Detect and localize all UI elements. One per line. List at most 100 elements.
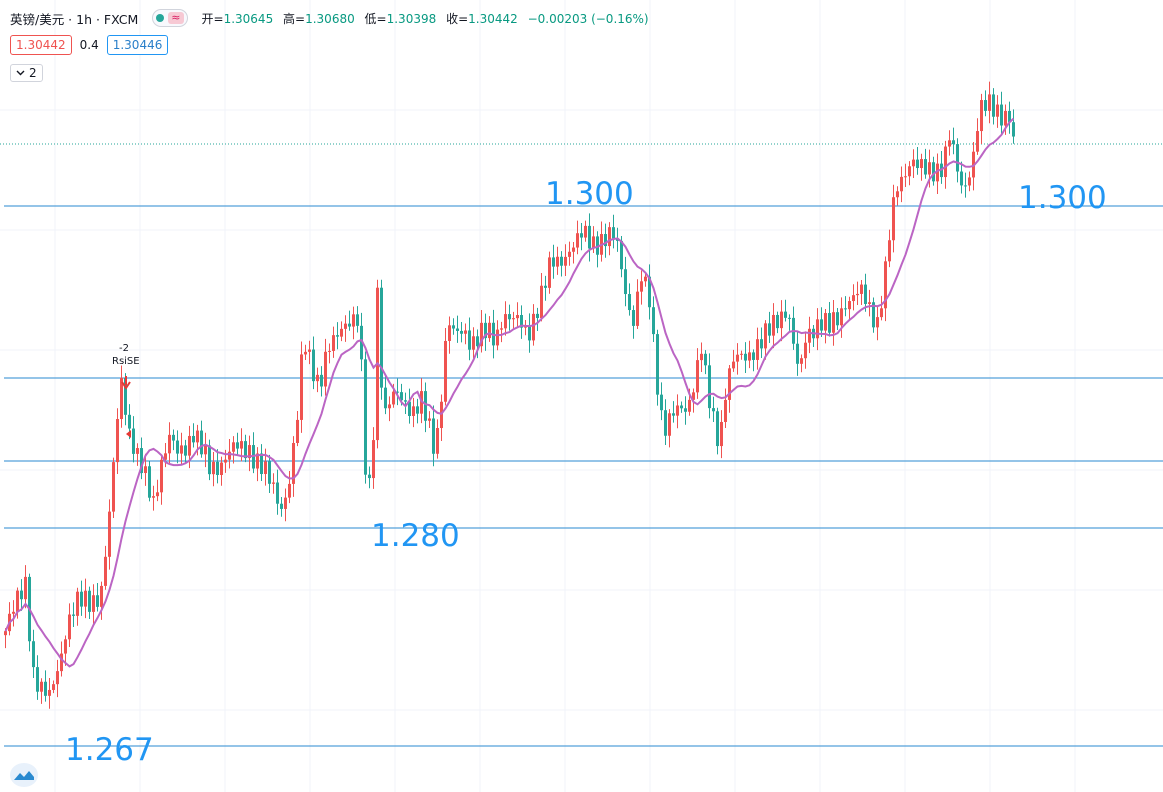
candle-body	[804, 342, 807, 359]
candle-body	[596, 236, 599, 255]
candle-body	[488, 322, 491, 339]
candle-body	[312, 349, 315, 382]
candle-body	[32, 641, 35, 668]
candle-body	[624, 269, 627, 295]
candle-body	[1012, 122, 1015, 137]
status-pill[interactable]: ≈	[152, 9, 188, 27]
level-label: 1.280	[371, 518, 460, 554]
candle-body	[244, 441, 247, 459]
close-value: 1.30442	[468, 11, 518, 26]
candle-body	[944, 146, 947, 178]
candle-body	[660, 394, 663, 411]
candle-body	[628, 294, 631, 311]
candle-body	[192, 435, 195, 443]
candle-body	[888, 240, 891, 262]
candle-body	[164, 453, 167, 460]
candle-body	[204, 445, 207, 455]
candles	[4, 81, 1015, 709]
sell-price-button[interactable]: 1.30442	[10, 35, 72, 55]
candle-body	[96, 595, 99, 607]
candle-body	[128, 414, 131, 429]
candle-body	[688, 399, 691, 412]
candle-body	[512, 318, 515, 320]
low-label: 低=	[364, 11, 387, 26]
signal-arrow-icon	[121, 376, 131, 390]
high-value: 1.30680	[305, 11, 355, 26]
buy-price-button[interactable]: 1.30446	[106, 35, 169, 55]
candle-body	[988, 94, 991, 111]
candle-body	[932, 162, 935, 182]
indicators-toggle[interactable]: 2	[10, 64, 43, 82]
candle-body	[672, 413, 675, 416]
candle-body	[500, 328, 503, 330]
candle-body	[184, 445, 187, 456]
candle-body	[884, 261, 887, 309]
candle-body	[516, 315, 519, 319]
candle-body	[428, 418, 431, 421]
candle-body	[900, 176, 903, 192]
candle-body	[548, 257, 551, 288]
candle-body	[180, 445, 183, 454]
candle-body	[336, 335, 339, 337]
candle-body	[620, 240, 623, 270]
candle-body	[84, 590, 87, 607]
symbol-title[interactable]: 英镑/美元 · 1h · FXCM	[10, 11, 139, 27]
candle-body	[1004, 110, 1007, 126]
candle-body	[696, 360, 699, 393]
candle-body	[504, 314, 507, 329]
open-label: 开=	[201, 11, 224, 26]
candle-body	[612, 227, 615, 239]
candle-body	[148, 466, 151, 498]
candle-body	[348, 323, 351, 327]
candle-body	[592, 236, 595, 249]
candle-body	[528, 326, 531, 341]
candle-body	[736, 354, 739, 362]
candle-body	[472, 336, 475, 350]
candle-body	[576, 233, 579, 248]
candle-body	[572, 247, 575, 252]
candle-body	[788, 317, 791, 319]
candle-body	[152, 496, 155, 498]
candle-body	[908, 166, 911, 177]
candle-body	[716, 411, 719, 447]
candle-body	[172, 434, 175, 441]
candle-body	[364, 359, 367, 475]
candle-body	[168, 434, 171, 454]
candle-body	[56, 671, 59, 685]
candle-body	[72, 614, 75, 616]
candle-body	[304, 351, 307, 355]
candle-body	[832, 312, 835, 333]
candle-body	[120, 377, 123, 420]
candle-body	[156, 492, 159, 497]
candle-body	[752, 352, 755, 360]
candle-body	[852, 295, 855, 302]
candle-body	[332, 335, 335, 351]
candle-body	[824, 313, 827, 331]
candle-body	[1000, 104, 1003, 126]
candle-body	[276, 482, 279, 504]
candle-body	[92, 595, 95, 612]
candle-body	[176, 440, 179, 454]
candle-body	[744, 353, 747, 361]
candle-body	[404, 400, 407, 402]
candle-body	[484, 322, 487, 339]
tradingview-logo-icon[interactable]	[10, 763, 38, 787]
candle-body	[608, 227, 611, 247]
candle-body	[872, 302, 875, 328]
candle-body	[432, 418, 435, 454]
candle-body	[544, 285, 547, 288]
candle-body	[288, 483, 291, 498]
candle-body	[224, 459, 227, 463]
candle-body	[220, 462, 223, 476]
candle-body	[328, 350, 331, 352]
candle-body	[760, 339, 763, 349]
candle-body	[400, 392, 403, 401]
candle-body	[964, 185, 967, 187]
candle-body	[952, 140, 955, 145]
candle-body	[452, 325, 455, 329]
level-label: 1.300	[1018, 180, 1107, 216]
candle-body	[24, 576, 27, 600]
candle-body	[632, 310, 635, 326]
